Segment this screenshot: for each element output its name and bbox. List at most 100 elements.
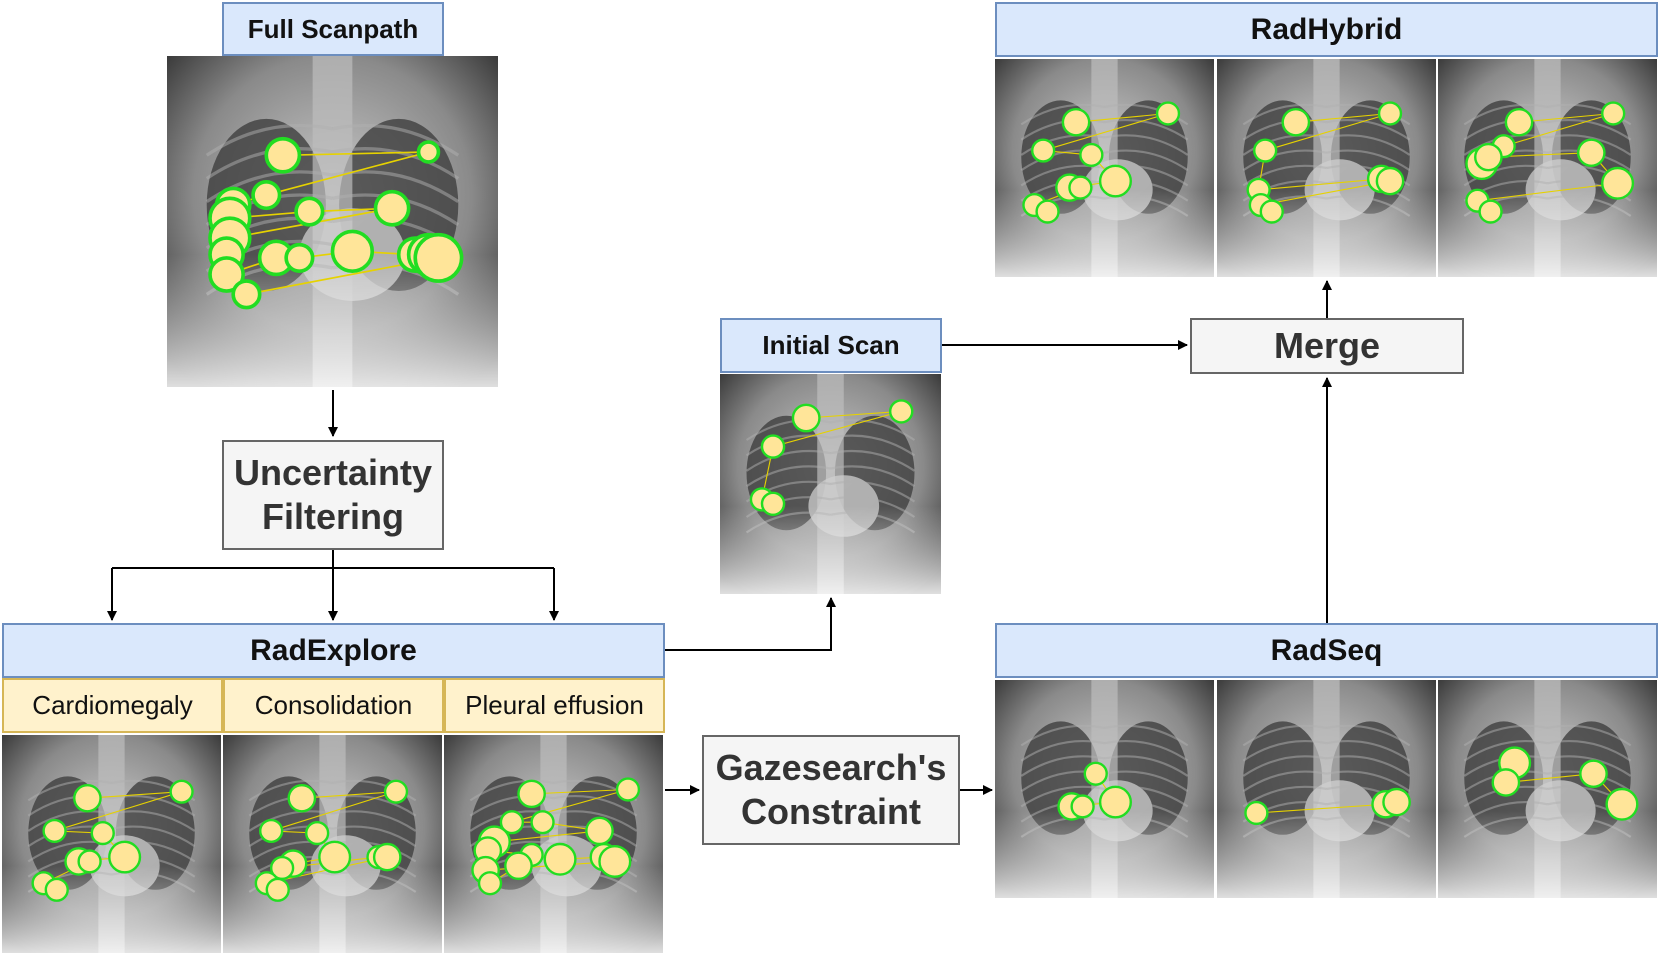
fixation-point: [504, 851, 533, 881]
fixation-point: [760, 434, 786, 459]
fixation-point: [44, 877, 69, 902]
fixation-point: [1504, 107, 1534, 137]
radhybrid-title: RadHybrid: [1250, 12, 1403, 46]
fixation-point: [1061, 107, 1091, 137]
fixation-point: [1382, 787, 1411, 817]
fixation-point: [90, 821, 115, 846]
fixation-point: [543, 842, 577, 876]
fixation-point: [287, 783, 317, 813]
uncertainty-filtering-box: Uncertainty Filtering: [222, 440, 444, 550]
fixation-point: [598, 844, 632, 878]
fixation-point: [585, 816, 614, 846]
initial-scan-header: Initial Scan: [720, 318, 942, 373]
fixation-point: [1601, 166, 1635, 200]
fixation-point: [1035, 199, 1060, 224]
xray-image: [2, 735, 221, 953]
fixation-point: [1377, 101, 1403, 126]
fixation-point: [1098, 785, 1132, 819]
fixation-point: [77, 849, 102, 874]
fixation-point: [1601, 101, 1626, 126]
fixation-point: [1579, 759, 1608, 789]
fixation-point: [1259, 199, 1284, 224]
radexplore-xray-consolidation: [223, 735, 442, 953]
gazesearch-constraint-box: Gazesearch's Constraint: [702, 735, 960, 845]
fixation-point: [615, 777, 641, 802]
fixation-point: [264, 136, 302, 174]
fixation-point: [231, 279, 262, 310]
fixation-point: [1068, 175, 1093, 200]
fixation-point: [760, 491, 786, 517]
fixation-point: [265, 877, 290, 902]
fixation-point: [251, 179, 282, 211]
fixation-point: [517, 779, 546, 809]
xray-image: [995, 680, 1214, 898]
radhybrid-xray-2: [1217, 59, 1436, 277]
radhybrid-xray-3: [1438, 59, 1657, 277]
radseq-header: RadSeq: [995, 623, 1658, 678]
fixation-point: [383, 779, 409, 804]
fixation-point: [1478, 199, 1503, 224]
fixation-point: [416, 140, 441, 164]
fixation-point: [42, 818, 67, 844]
fixation-point: [499, 810, 525, 835]
radhybrid-header: RadHybrid: [995, 2, 1658, 57]
initial-scan-xray: [720, 374, 941, 594]
merge-box: Merge: [1190, 318, 1464, 374]
fixation-point: [208, 256, 245, 293]
label-cardiomegaly: Cardiomegaly: [2, 678, 223, 733]
xray-image: [1217, 680, 1436, 898]
fixation-point: [294, 196, 325, 227]
radexplore-title: RadExplore: [250, 633, 417, 667]
fixation-point: [259, 818, 284, 844]
fixation-point: [169, 779, 194, 804]
fixation-point: [108, 840, 142, 874]
fixation-point: [373, 189, 411, 227]
fixation-point: [1244, 800, 1269, 826]
fixation-point: [1474, 142, 1503, 172]
radseq-title: RadSeq: [1270, 633, 1383, 667]
full-scanpath-title: Full Scanpath: [247, 13, 419, 44]
fixation-point: [1031, 138, 1056, 163]
fixation-point: [372, 842, 402, 872]
fixation-point: [477, 871, 503, 896]
fixation-point: [318, 840, 352, 874]
fixation-point: [413, 232, 464, 283]
full-scanpath-xray: [167, 56, 498, 387]
fixation-point: [1375, 166, 1405, 196]
fixation-point: [791, 403, 821, 433]
fixation-point: [1281, 107, 1311, 137]
fixation-point: [330, 229, 375, 273]
fixation-point: [1253, 138, 1278, 163]
fixation-point: [1576, 138, 1606, 168]
gazesearch-constraint-label: Gazesearch's Constraint: [715, 747, 947, 832]
fixation-point: [1155, 101, 1181, 126]
saccade-path: [1257, 112, 1391, 213]
fixation-point: [73, 783, 102, 813]
radseq-xray-2: [1217, 680, 1436, 898]
fixation-point: [1605, 787, 1639, 821]
fixation-point: [305, 821, 330, 846]
uncertainty-filtering-label: Uncertainty Filtering: [233, 452, 433, 537]
fixation-point: [1070, 794, 1095, 819]
xray-image: [995, 59, 1214, 277]
radexplore-xray-cardiomegaly: [2, 735, 221, 953]
fixation-point: [284, 242, 315, 273]
fixation-point: [530, 810, 555, 835]
fixation-point: [1098, 164, 1132, 198]
radexplore-header: RadExplore: [2, 623, 665, 678]
fixation-point: [888, 399, 914, 424]
fixation-point: [1079, 142, 1104, 168]
fixation-point: [1083, 761, 1108, 786]
full-scanpath-header: Full Scanpath: [222, 2, 444, 56]
label-pleural-effusion: Pleural effusion: [444, 678, 665, 733]
radseq-xray-3: [1438, 680, 1657, 898]
xray-image: [720, 374, 941, 594]
merge-label: Merge: [1273, 325, 1381, 366]
initial-scan-title: Initial Scan: [762, 330, 900, 360]
radseq-xray-1: [995, 680, 1214, 898]
label-consolidation: Consolidation: [223, 678, 444, 733]
edge-radexplore-to-initial: [665, 597, 836, 651]
fixation-point: [1491, 768, 1521, 797]
radhybrid-xray-1: [995, 59, 1214, 277]
radexplore-xray-pleural-effusion: [444, 735, 663, 953]
